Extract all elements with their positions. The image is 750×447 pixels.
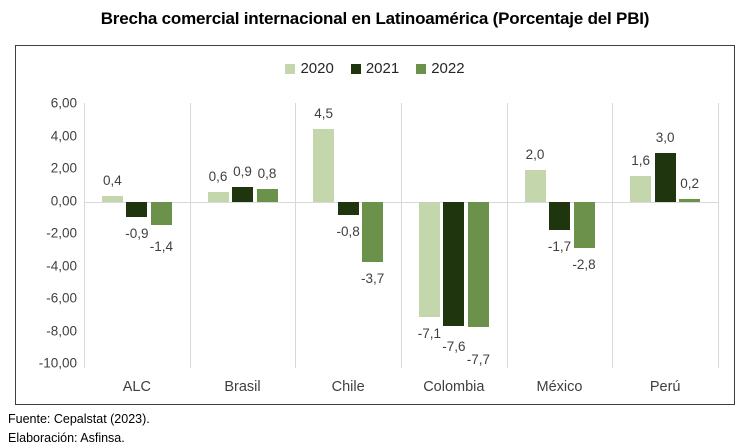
legend-swatch-2022 — [416, 63, 427, 74]
legend-item-2022: 2022 — [416, 60, 465, 77]
source-note: Fuente: Cepalstat (2023). — [8, 412, 150, 426]
legend-swatch-2021 — [350, 63, 361, 74]
legend-label-2022: 2022 — [431, 60, 465, 77]
footer: Fuente: Cepalstat (2023). Elaboración: A… — [8, 410, 150, 447]
chart-title: Brecha comercial internacional en Latino… — [100, 9, 650, 28]
elaboration-note: Elaboración: Asfinsa. — [8, 430, 125, 445]
legend-swatch-2020 — [285, 63, 296, 74]
legend-label-2021: 2021 — [365, 60, 400, 77]
legend-item-2020: 2020 — [285, 60, 334, 77]
chart-frame — [15, 45, 735, 405]
legend: 2020 2021 2022 — [0, 60, 750, 77]
legend-label-2020: 2020 — [300, 60, 334, 77]
legend-item-2021: 2021 — [350, 60, 400, 77]
